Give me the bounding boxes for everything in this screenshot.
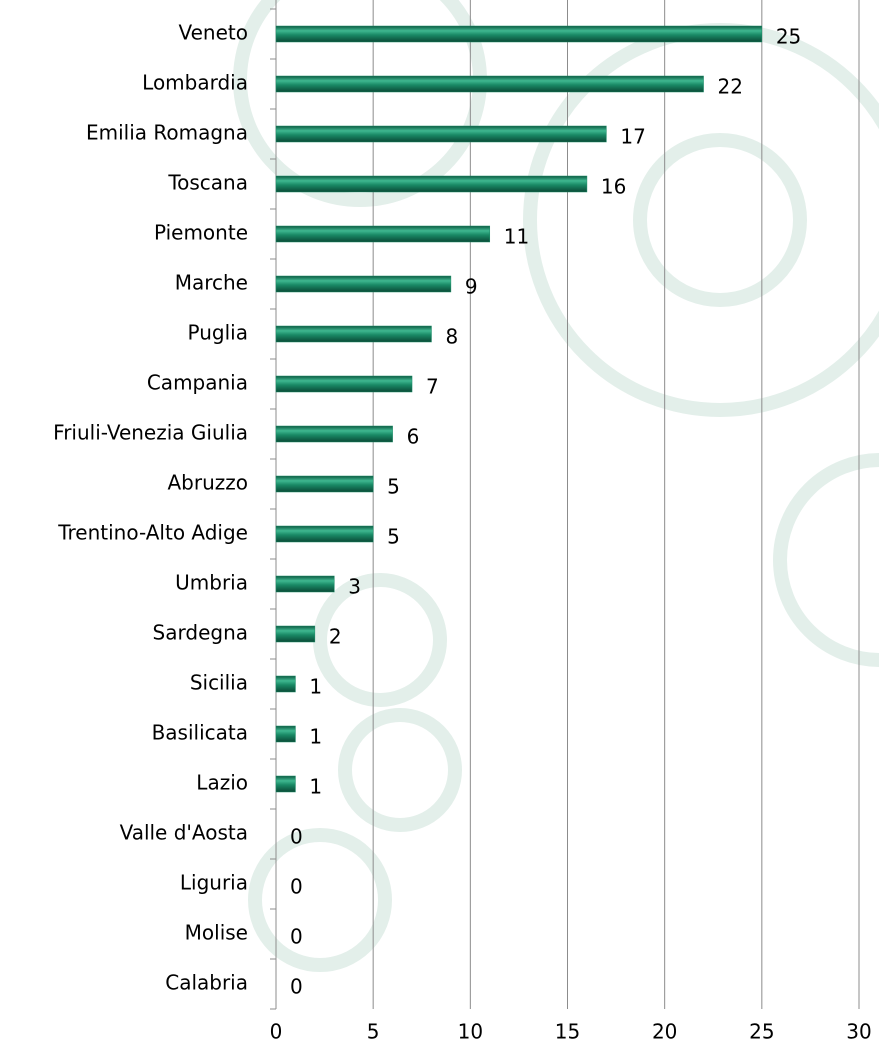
data-label: 0 — [290, 925, 303, 949]
y-tick-label: Liguria — [180, 871, 248, 895]
data-label: 16 — [601, 175, 626, 199]
y-tick-label: Calabria — [165, 971, 248, 995]
y-tick-label: Campania — [147, 371, 248, 395]
x-tick-label: 20 — [652, 1020, 677, 1044]
y-tick-label: Valle d'Aosta — [120, 821, 248, 845]
x-tick-label: 15 — [555, 1020, 580, 1044]
data-label: 8 — [445, 325, 458, 349]
bar — [276, 126, 606, 142]
data-label: 2 — [329, 625, 342, 649]
bar — [276, 226, 490, 242]
bar — [276, 576, 334, 592]
x-tick-label: 5 — [367, 1020, 380, 1044]
data-label: 1 — [309, 775, 322, 799]
bar — [276, 276, 451, 292]
data-label: 9 — [465, 275, 478, 299]
bar — [276, 726, 295, 742]
y-tick-label: Veneto — [179, 21, 249, 45]
data-label: 5 — [387, 475, 400, 499]
y-tick-label: Sicilia — [190, 671, 248, 695]
y-tick-label: Toscana — [167, 171, 248, 195]
y-tick-label: Piemonte — [154, 221, 248, 245]
bar — [276, 776, 295, 792]
data-label: 11 — [504, 225, 529, 249]
bar — [276, 626, 315, 642]
data-label: 22 — [718, 75, 743, 99]
y-tick-label: Umbria — [175, 571, 248, 595]
data-label: 6 — [407, 425, 420, 449]
y-tick-label: Marche — [175, 271, 248, 295]
data-label: 5 — [387, 525, 400, 549]
y-tick-label: Abruzzo — [167, 471, 248, 495]
y-tick-label: Basilicata — [152, 721, 248, 745]
bar — [276, 476, 373, 492]
data-label: 7 — [426, 375, 439, 399]
x-tick-label: 25 — [749, 1020, 774, 1044]
data-label: 17 — [620, 125, 645, 149]
x-tick-label: 10 — [458, 1020, 483, 1044]
data-label: 3 — [348, 575, 361, 599]
y-tick-label: Sardegna — [153, 621, 248, 645]
data-label: 0 — [290, 825, 303, 849]
bar — [276, 426, 393, 442]
bar — [276, 76, 704, 92]
y-tick-label: Molise — [185, 921, 248, 945]
chart: 051015202530Veneto25Lombardia22Emilia Ro… — [0, 0, 879, 1055]
y-tick-label: Trentino-Alto Adige — [57, 521, 248, 545]
bar — [276, 376, 412, 392]
data-label: 25 — [776, 25, 801, 49]
data-label: 1 — [309, 725, 322, 749]
data-label: 1 — [309, 675, 322, 699]
x-tick-label: 30 — [846, 1020, 871, 1044]
bar — [276, 326, 431, 342]
bar — [276, 176, 587, 192]
x-tick-label: 0 — [270, 1020, 283, 1044]
y-tick-label: Lazio — [196, 771, 248, 795]
data-label: 0 — [290, 875, 303, 899]
bar — [276, 676, 295, 692]
y-tick-label: Puglia — [188, 321, 248, 345]
y-tick-label: Lombardia — [142, 71, 248, 95]
data-label: 0 — [290, 975, 303, 999]
y-tick-label: Friuli-Venezia Giulia — [53, 421, 248, 445]
bar — [276, 26, 762, 42]
y-tick-label: Emilia Romagna — [86, 121, 248, 145]
bar — [276, 526, 373, 542]
